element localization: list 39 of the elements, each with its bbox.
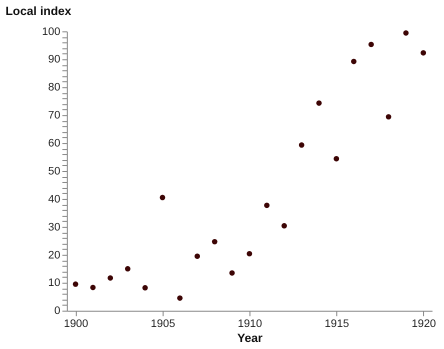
point xyxy=(403,30,409,36)
point xyxy=(316,100,322,106)
point xyxy=(194,253,200,259)
point xyxy=(386,114,392,120)
point xyxy=(177,295,183,301)
point xyxy=(212,238,218,244)
point xyxy=(420,50,426,56)
x-tick-label: 1910 xyxy=(238,318,262,330)
point xyxy=(281,223,287,228)
y-tick-label: 50 xyxy=(48,165,60,178)
point xyxy=(142,285,148,291)
y-tick-label: 10 xyxy=(48,277,60,290)
y-tick-label: 80 xyxy=(48,82,60,94)
point xyxy=(298,142,304,148)
point xyxy=(334,156,340,162)
y-tick-label: 20 xyxy=(48,249,60,262)
point xyxy=(124,266,130,272)
x-tick-label: 1905 xyxy=(150,318,176,330)
y-tick-label: 0 xyxy=(54,305,60,318)
point xyxy=(368,42,374,48)
y-tick-label: 30 xyxy=(48,221,60,234)
y-tick-label: 70 xyxy=(48,110,60,122)
point xyxy=(90,284,96,290)
point xyxy=(72,281,78,287)
point xyxy=(264,202,270,208)
y-tick-label: 100 xyxy=(42,26,60,38)
y-tick-label: 60 xyxy=(48,138,60,150)
x-axis-title: Year xyxy=(237,331,263,346)
x-tick-label: 1915 xyxy=(324,318,350,330)
x-tick-label: 1920 xyxy=(412,318,436,330)
y-tick-label: 90 xyxy=(48,54,60,66)
point xyxy=(229,270,235,276)
point xyxy=(351,58,357,64)
point xyxy=(108,275,114,281)
x-tick-label: 1900 xyxy=(64,318,88,330)
y-axis-title: Local index xyxy=(5,4,72,18)
point xyxy=(246,250,252,256)
point xyxy=(160,194,166,200)
y-tick-label: 40 xyxy=(48,193,60,206)
